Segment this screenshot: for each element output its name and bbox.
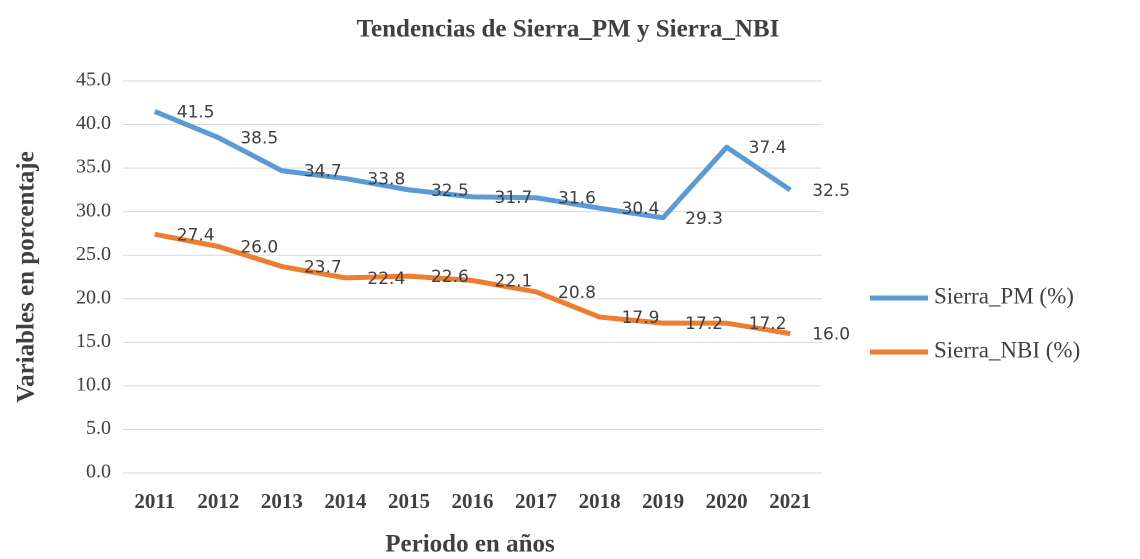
data-label: 34.7 bbox=[304, 162, 342, 182]
data-label: 17.2 bbox=[749, 314, 787, 334]
x-tick-label: 2015 bbox=[388, 489, 430, 513]
y-tick-label: 30.0 bbox=[76, 199, 111, 221]
x-tick-label: 2019 bbox=[642, 489, 684, 513]
data-label: 22.4 bbox=[367, 269, 405, 289]
data-label: 31.6 bbox=[558, 189, 596, 209]
data-label: 37.4 bbox=[749, 138, 787, 158]
y-tick-label: 0.0 bbox=[86, 461, 111, 483]
data-label: 41.5 bbox=[177, 102, 215, 122]
y-tick-label: 15.0 bbox=[76, 330, 111, 352]
data-label: 32.5 bbox=[812, 181, 850, 201]
x-tick-label: 2013 bbox=[261, 489, 303, 513]
data-label: 16.0 bbox=[812, 325, 850, 345]
x-tick-label: 2018 bbox=[579, 489, 621, 513]
y-tick-label: 5.0 bbox=[86, 417, 111, 439]
y-tick-label: 25.0 bbox=[76, 243, 111, 265]
x-tick-label: 2012 bbox=[197, 489, 239, 513]
x-tick-label: 2017 bbox=[515, 489, 557, 513]
data-label: 17.9 bbox=[622, 308, 660, 328]
y-tick-label: 40.0 bbox=[76, 112, 111, 134]
data-label: 17.2 bbox=[685, 314, 723, 334]
data-label: 22.6 bbox=[431, 267, 469, 287]
series-line bbox=[154, 231, 791, 337]
data-label: 22.1 bbox=[495, 271, 533, 291]
data-label: 20.8 bbox=[558, 283, 596, 303]
x-tick-label: 2014 bbox=[324, 489, 367, 513]
y-tick-label: 35.0 bbox=[76, 156, 111, 178]
y-tick-label: 20.0 bbox=[76, 286, 111, 308]
x-tick-label: 2020 bbox=[706, 489, 748, 513]
legend-label: Sierra_NBI (%) bbox=[934, 337, 1080, 362]
y-tick-label: 10.0 bbox=[76, 373, 111, 395]
data-label: 30.4 bbox=[622, 199, 660, 219]
data-label: 29.3 bbox=[685, 209, 723, 229]
y-axis-label: Variables en porcentaje bbox=[13, 151, 40, 402]
data-label: 27.4 bbox=[177, 225, 215, 245]
chart-title: Tendencias de Sierra_PM y Sierra_NBI bbox=[357, 16, 780, 43]
x-tick-label: 2021 bbox=[769, 489, 811, 513]
data-label: 38.5 bbox=[240, 129, 278, 149]
series-line bbox=[153, 109, 792, 221]
x-tick-label: 2011 bbox=[134, 489, 175, 513]
data-label: 31.7 bbox=[495, 188, 533, 208]
data-label: 26.0 bbox=[240, 238, 278, 258]
y-tick-label: 45.0 bbox=[76, 69, 111, 91]
legend-label: Sierra_PM (%) bbox=[934, 283, 1074, 308]
x-axis-label: Periodo en años bbox=[385, 531, 555, 558]
data-label: 33.8 bbox=[367, 170, 405, 190]
data-label: 23.7 bbox=[304, 258, 342, 278]
x-tick-label: 2016 bbox=[452, 489, 494, 513]
data-label: 32.5 bbox=[431, 181, 469, 201]
